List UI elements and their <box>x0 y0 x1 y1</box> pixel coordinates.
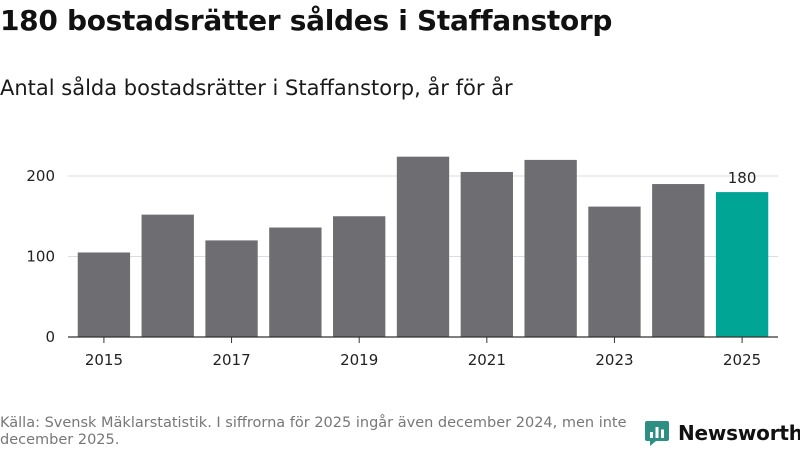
bar-2019 <box>333 216 386 337</box>
x-tick-label: 2015 <box>85 351 123 369</box>
newsworthy-logo[interactable]: Newsworthy <box>644 419 800 447</box>
y-tick-label: 200 <box>26 167 55 185</box>
bar-2021 <box>460 171 513 337</box>
y-tick-label: 0 <box>45 328 55 346</box>
bar-2024 <box>652 184 705 337</box>
x-tick-label: 2021 <box>468 351 506 369</box>
labels: 0 100 200 2015 2017 2019 2021 2023 2025 180 <box>26 167 761 369</box>
newsworthy-chart-icon <box>645 421 669 446</box>
bar-2018 <box>269 227 322 337</box>
x-tick-label: 2025 <box>723 351 761 369</box>
bars <box>77 156 769 337</box>
x-tick-label: 2019 <box>340 351 378 369</box>
x-tick-label: 2023 <box>595 351 633 369</box>
source-note: Källa: Svensk Mäklarstatistik. I siffror… <box>0 415 627 448</box>
brand-name: Newsworthy <box>678 421 800 445</box>
bar-2020 <box>396 156 450 337</box>
chart-subtitle: Antal sålda bostadsrätter i Staffanstorp… <box>0 76 513 100</box>
axes <box>68 336 778 343</box>
bar-2023 <box>588 206 641 337</box>
data-label-2025: 180 <box>728 169 757 187</box>
bar-2025 <box>715 192 769 337</box>
bar-2015 <box>77 252 131 337</box>
bar-2016 <box>141 214 194 337</box>
bar-2017 <box>205 240 258 337</box>
bar-2022 <box>524 159 577 337</box>
chart-title: 180 bostadsrätter såldes i Staffanstorp <box>0 4 613 37</box>
y-tick-label: 100 <box>26 248 55 266</box>
x-tick-label: 2017 <box>212 351 250 369</box>
